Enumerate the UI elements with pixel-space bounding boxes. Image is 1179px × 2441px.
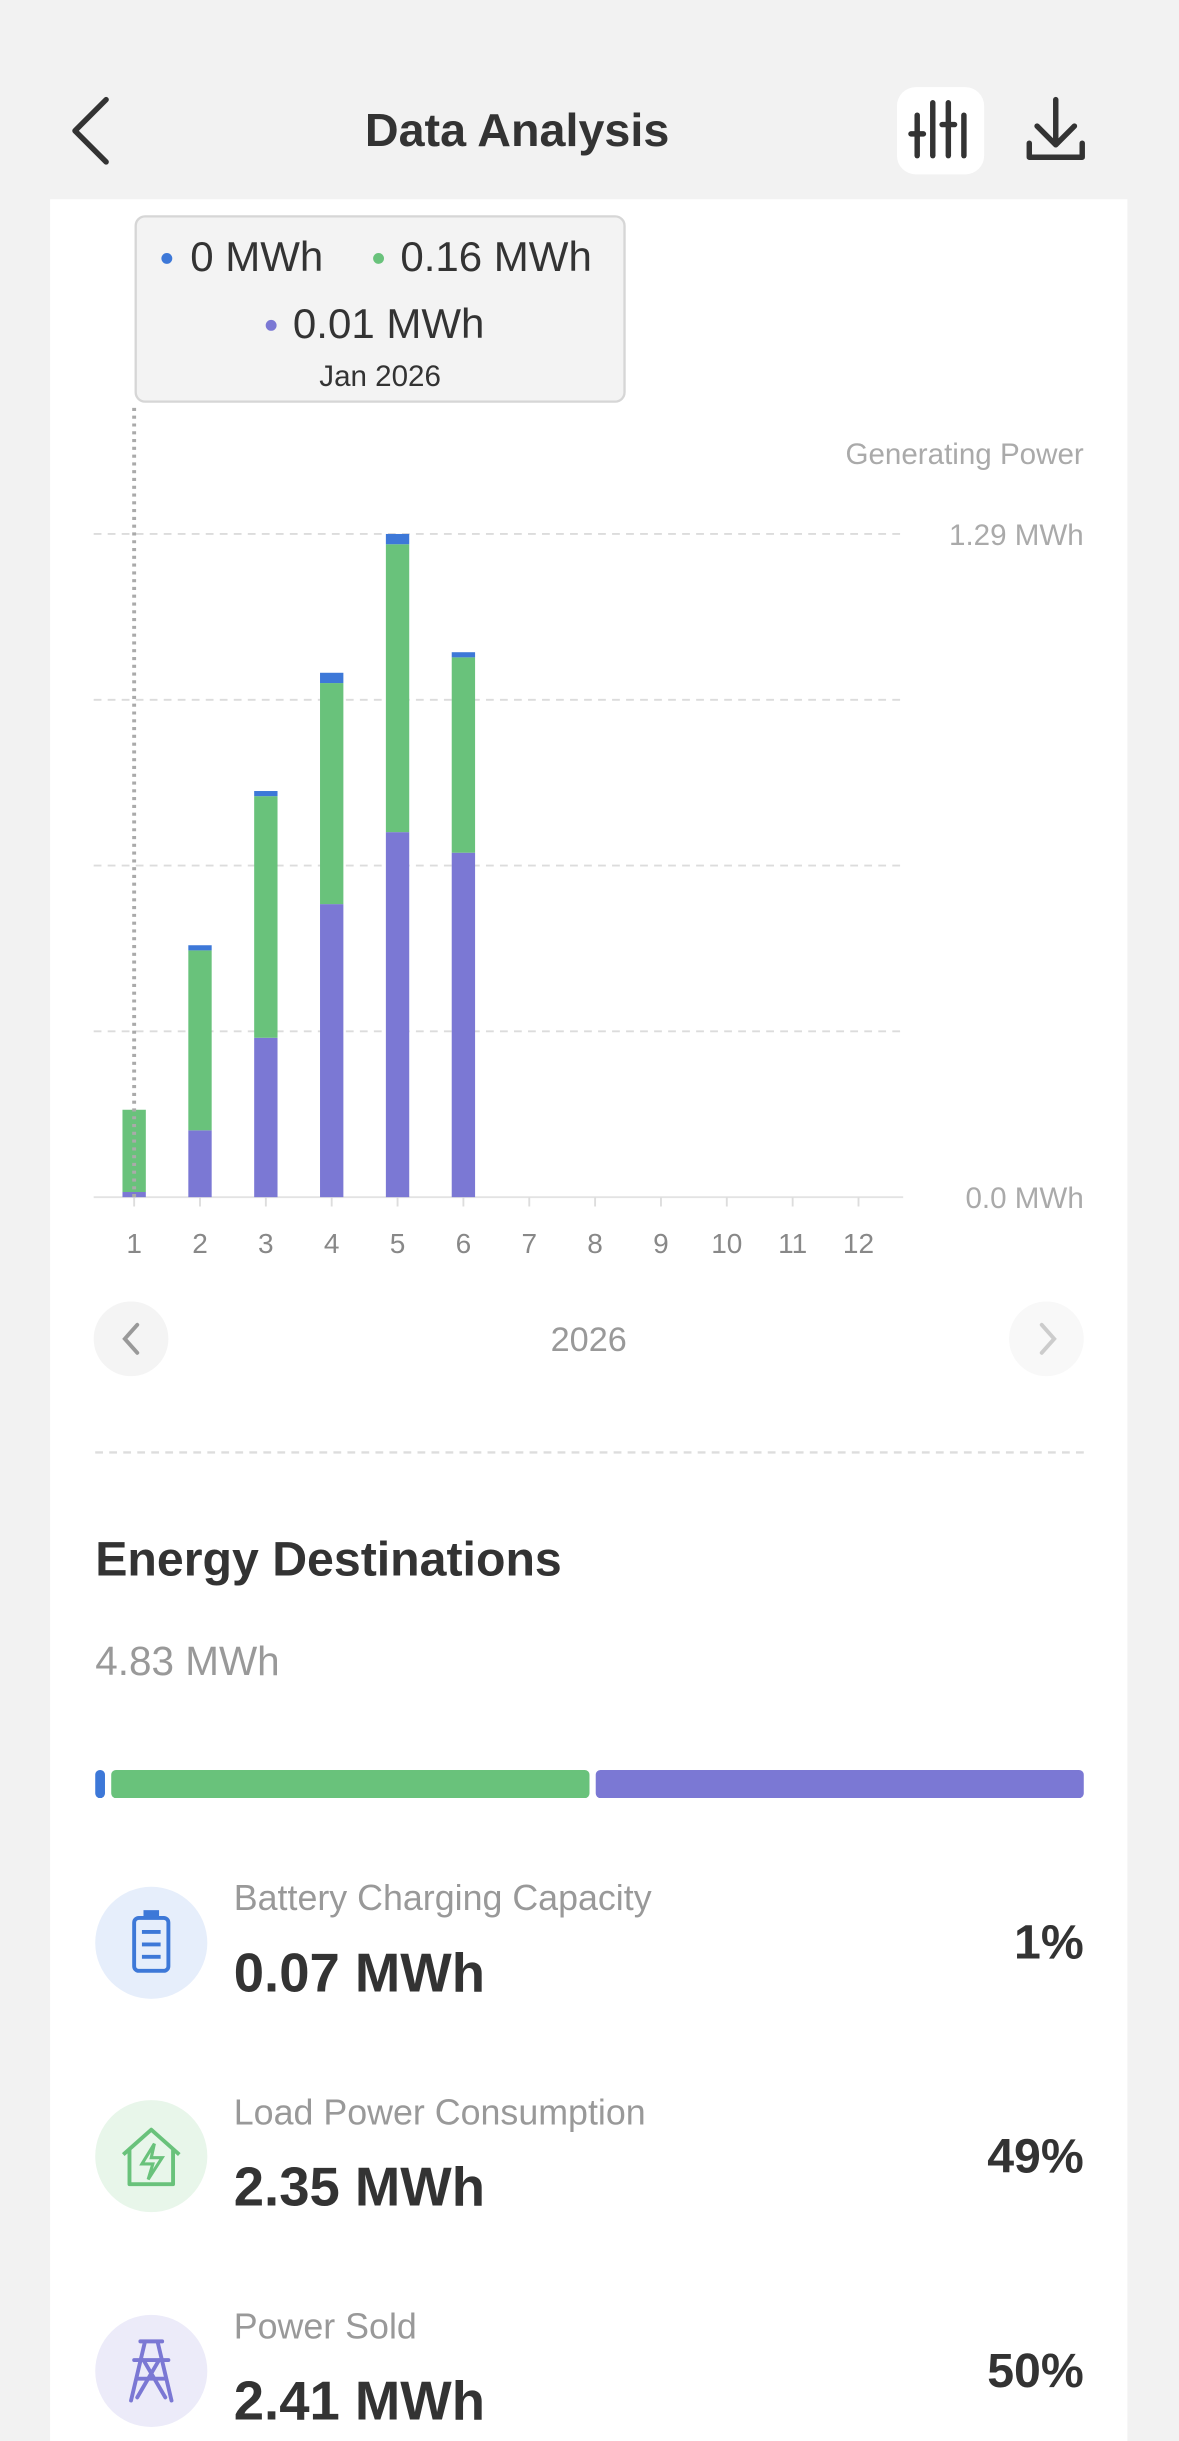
x-tick-label: 7 bbox=[521, 1228, 537, 1259]
item-percent: 50% bbox=[987, 2344, 1084, 2398]
bar-segment bbox=[451, 652, 476, 658]
next-icon bbox=[1039, 1322, 1057, 1355]
bar-segment bbox=[385, 533, 410, 545]
home-icon bbox=[95, 2100, 208, 2213]
back-button[interactable] bbox=[72, 96, 109, 165]
bar-segment bbox=[451, 852, 476, 1198]
download-button[interactable] bbox=[1026, 96, 1085, 160]
destination-list: Battery Charging Capacity 0.07 MWh 1% Load … bbox=[234, 1878, 1084, 2431]
battery-icon bbox=[95, 1886, 208, 1999]
proportion-segment bbox=[111, 1770, 590, 1799]
year-label: 2026 bbox=[551, 1321, 627, 1359]
x-tick-label: 10 bbox=[711, 1228, 742, 1259]
bar-segment bbox=[122, 1109, 146, 1193]
tooltip-dot bbox=[373, 252, 385, 264]
tooltip: 0 MWh 0.16 MWh 0.01 MWh Jan 2026 bbox=[134, 215, 626, 403]
item-amount: 2.41 MWh bbox=[234, 2371, 485, 2432]
bar-segment bbox=[188, 945, 212, 951]
x-tick-label: 4 bbox=[324, 1228, 340, 1259]
proportion-bar bbox=[95, 1770, 1084, 1799]
item-amount: 0.07 MWh bbox=[234, 1942, 485, 2003]
tooltip-date: Jan 2026 bbox=[319, 360, 441, 393]
total-value: 4.83 MWh bbox=[95, 1638, 279, 1684]
bar-segment bbox=[320, 904, 344, 1198]
x-tick-label: 3 bbox=[258, 1228, 274, 1259]
bar-segment bbox=[254, 791, 278, 797]
tooltip-value: 0.16 MWh bbox=[400, 233, 591, 280]
tower-icon bbox=[95, 2314, 208, 2427]
proportion-segment bbox=[595, 1770, 1084, 1799]
item-percent: 49% bbox=[987, 2130, 1084, 2184]
card bbox=[50, 199, 1128, 2441]
section-title: Energy Destinations bbox=[95, 1533, 562, 1587]
bar-segment bbox=[188, 1130, 212, 1198]
x-tick-label: 11 bbox=[778, 1228, 807, 1259]
x-tick-label: 2 bbox=[192, 1228, 208, 1259]
bar-segment bbox=[254, 1037, 278, 1198]
x-tick-label: 5 bbox=[390, 1228, 406, 1259]
chart-type-button[interactable] bbox=[896, 87, 985, 175]
y-tick-label: 0.0 MWh bbox=[965, 1182, 1083, 1215]
x-tick-label: 12 bbox=[843, 1228, 874, 1259]
y-tick-label: 1.29 MWh bbox=[949, 519, 1084, 552]
tooltip-dot bbox=[265, 319, 277, 331]
next-year-button[interactable] bbox=[1009, 1301, 1084, 1377]
bar-segment bbox=[320, 672, 344, 684]
item-percent: 1% bbox=[1014, 1916, 1084, 1970]
bar-segment bbox=[254, 796, 278, 1038]
item-amount: 2.35 MWh bbox=[234, 2157, 485, 2218]
page-title: Data Analysis bbox=[365, 104, 669, 156]
x-tick-label: 1 bbox=[126, 1228, 142, 1259]
proportion-segment bbox=[95, 1770, 105, 1799]
item-name: Battery Charging Capacity bbox=[234, 1878, 652, 1918]
bar-segment bbox=[385, 544, 410, 833]
item-name: Power Sold bbox=[234, 2306, 417, 2346]
prev-icon bbox=[122, 1322, 140, 1355]
bar-segment bbox=[188, 950, 212, 1131]
tooltip-value: 0 MWh bbox=[190, 233, 323, 280]
tooltip-value: 0.01 MWh bbox=[293, 300, 484, 347]
bar-segment bbox=[385, 832, 410, 1198]
prev-year-button[interactable] bbox=[93, 1301, 169, 1377]
x-tick-label: 8 bbox=[587, 1228, 603, 1259]
bar-segment bbox=[320, 683, 344, 905]
tooltip-dot bbox=[161, 252, 173, 264]
x-tick-label: 6 bbox=[456, 1228, 472, 1259]
item-name: Load Power Consumption bbox=[234, 2092, 646, 2132]
bar-segment bbox=[451, 657, 476, 853]
x-tick-label: 9 bbox=[653, 1228, 669, 1259]
axis-label: Generating Power bbox=[845, 438, 1083, 471]
